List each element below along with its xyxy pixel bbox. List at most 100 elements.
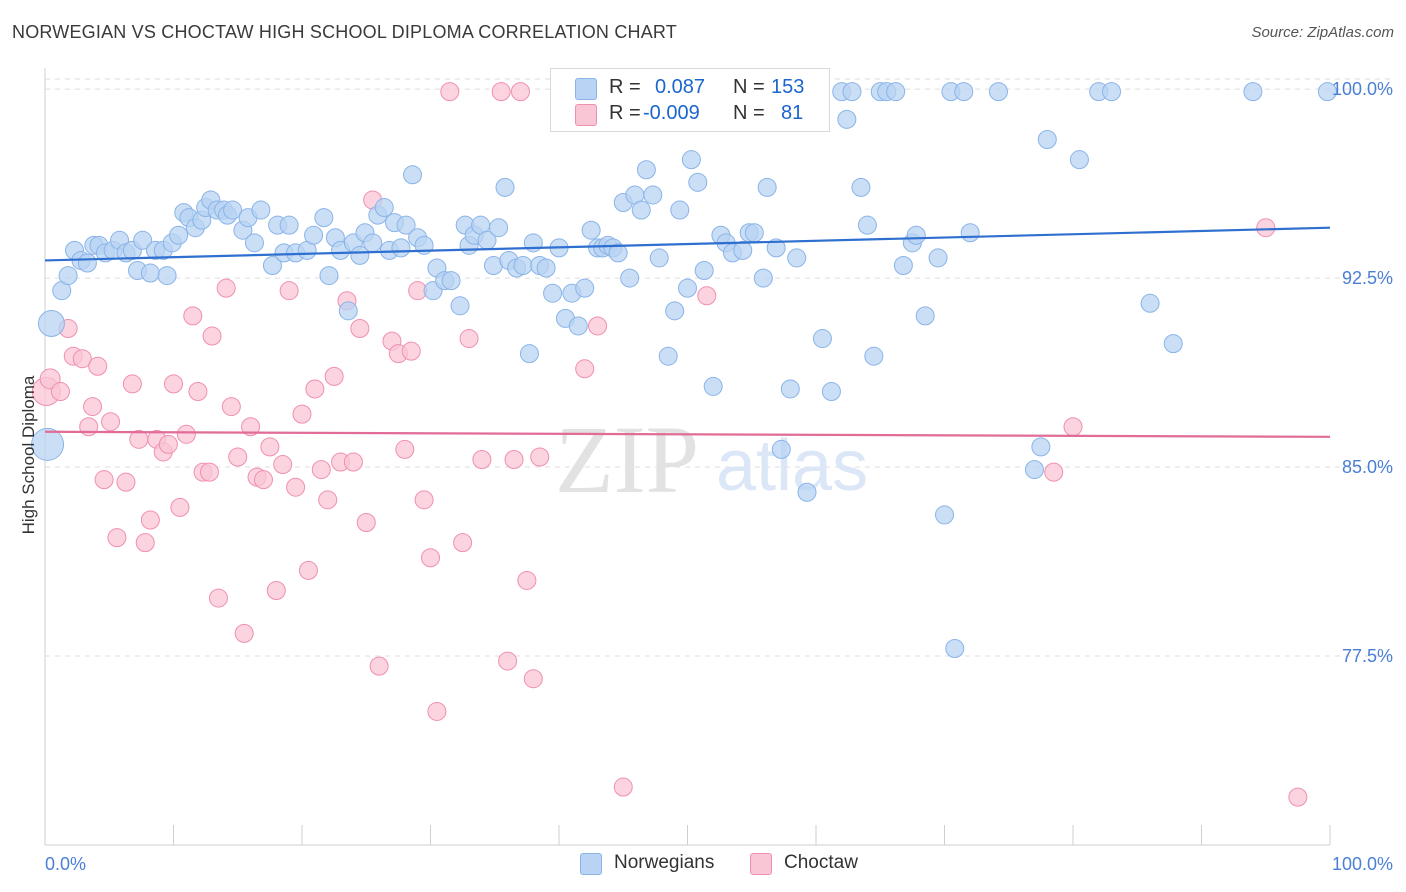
choctaw-point — [273, 455, 293, 475]
choctaw-point — [369, 656, 389, 676]
legend-r-label: R = — [609, 76, 641, 98]
choctaw-points — [31, 82, 1308, 807]
x-tick-label-min: 0.0% — [45, 854, 86, 874]
choctaw-point — [183, 306, 203, 326]
watermark: ZIP atlas — [555, 406, 868, 513]
legend-r-value: -0.009 — [643, 102, 700, 124]
choctaw-point — [72, 349, 92, 369]
choctaw-point — [440, 82, 460, 102]
trend-lines — [44, 226, 1331, 438]
choctaw-point — [453, 533, 473, 553]
y-tick-labels: 77.5% 85.0% 92.5% 100.0% — [1332, 79, 1393, 666]
norwegian-point — [58, 266, 78, 286]
norwegian-point — [688, 172, 708, 192]
norwegian-point — [915, 306, 935, 326]
norwegian-point — [1140, 293, 1160, 313]
norwegian-point — [77, 253, 97, 273]
norwegian-point — [620, 268, 640, 288]
norwegian-point — [694, 261, 714, 281]
norwegian-point — [157, 266, 177, 286]
choctaw-point — [94, 470, 114, 490]
norwegian-point — [1243, 82, 1263, 102]
y-tick-label: 85.0% — [1342, 457, 1393, 477]
norwegian-point — [681, 150, 701, 170]
norwegian-point — [519, 344, 539, 364]
choctaw-point — [101, 412, 121, 432]
norwegian-point — [733, 240, 753, 260]
norwegian-point — [842, 82, 862, 102]
norwegian-point — [631, 200, 651, 220]
norwegian-point — [279, 215, 299, 235]
legend-n-value: 81 — [781, 102, 804, 124]
norwegian-trend-line — [44, 226, 1331, 262]
choctaw-point — [498, 651, 518, 671]
norwegian-point — [857, 215, 877, 235]
source-note: Source: ZipAtlas.com — [1251, 24, 1394, 41]
choctaw-point — [188, 381, 208, 401]
norwegian-point — [543, 283, 563, 303]
norwegian-point — [1317, 82, 1337, 102]
norwegian-point — [851, 177, 871, 197]
norwegian-point — [489, 218, 509, 238]
legend-r-value: 0.087 — [655, 76, 706, 98]
legend-r-label: R = — [609, 102, 641, 124]
y-tick-label: 92.5% — [1342, 268, 1393, 288]
choctaw-point — [311, 460, 331, 480]
norwegian-point — [1031, 437, 1051, 457]
choctaw-point — [510, 82, 530, 102]
norwegian-point — [450, 296, 470, 316]
choctaw-point — [421, 548, 440, 568]
choctaw-point — [1256, 218, 1276, 238]
choctaw-point — [324, 366, 344, 386]
choctaw-point — [472, 450, 492, 469]
norwegian-point — [935, 505, 954, 525]
bottom-legend-swatch-blue — [580, 853, 602, 875]
y-axis-label: High School Diploma — [19, 375, 38, 534]
choctaw-point — [221, 397, 241, 417]
choctaw-point — [241, 417, 261, 437]
choctaw-point — [140, 510, 160, 530]
choctaw-point — [292, 404, 312, 424]
norwegian-point — [314, 208, 334, 228]
choctaw-point — [199, 462, 219, 482]
choctaw-point — [122, 374, 142, 394]
norwegian-point — [396, 215, 416, 235]
norwegian-point — [678, 278, 697, 298]
norwegian-point — [780, 379, 800, 399]
choctaw-point — [88, 356, 108, 376]
choctaw-point — [266, 581, 286, 601]
norwegian-point — [864, 346, 884, 366]
choctaw-point — [401, 341, 421, 361]
grid — [45, 78, 1393, 657]
choctaw-point — [253, 470, 273, 490]
norwegian-point — [575, 278, 595, 298]
norwegian-point — [960, 223, 980, 243]
norwegian-point — [536, 258, 556, 278]
norwegian-point — [513, 255, 533, 275]
choctaw-point — [459, 329, 479, 349]
choctaw-point — [286, 477, 306, 497]
choctaw-point — [530, 447, 550, 467]
y-tick-label: 77.5% — [1342, 646, 1393, 666]
choctaw-point — [1288, 787, 1308, 807]
choctaw-point — [1063, 417, 1083, 437]
norwegian-point — [906, 225, 926, 245]
stats-legend: R = 0.087 N = 153 R = -0.009 N = 81 — [550, 68, 830, 132]
watermark-atlas: atlas — [716, 426, 868, 506]
choctaw-point — [613, 777, 633, 797]
norwegian-point — [928, 248, 948, 268]
norwegian-point — [495, 177, 515, 197]
legend-n-label: N = — [733, 102, 765, 124]
norwegian-point — [1024, 460, 1044, 480]
choctaw-point — [1044, 462, 1064, 482]
choctaw-point — [176, 424, 196, 444]
norwegian-point — [608, 243, 628, 263]
norwegian-point — [568, 316, 588, 336]
choctaw-point — [83, 397, 103, 417]
choctaw-point — [350, 318, 370, 338]
norwegian-point — [821, 381, 841, 401]
norwegian-point — [262, 255, 282, 275]
norwegian-point — [1102, 82, 1122, 102]
choctaw-point — [491, 82, 511, 102]
norwegian-point — [665, 301, 685, 321]
